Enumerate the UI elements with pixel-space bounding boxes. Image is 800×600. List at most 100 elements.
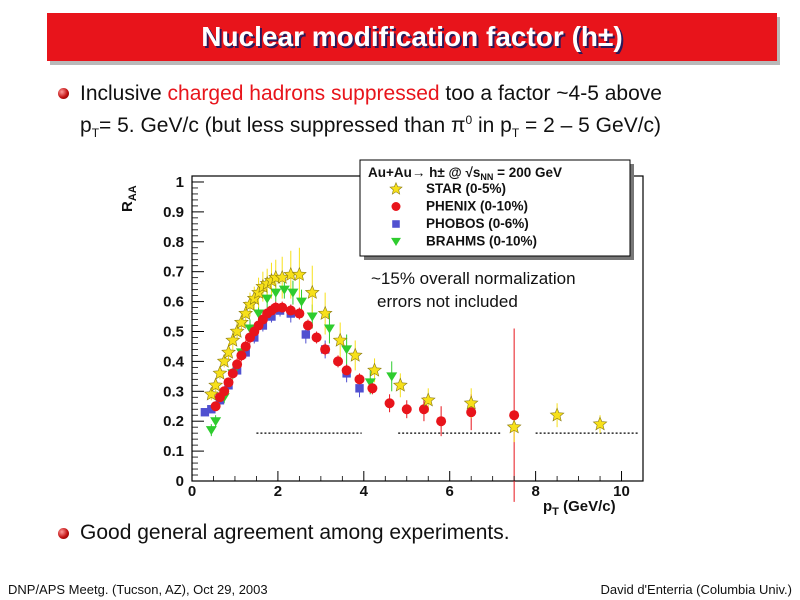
bullet-1-sub-t2: T (511, 126, 520, 141)
star-point (212, 365, 228, 380)
x-tick-label: 6 (446, 483, 454, 500)
star-point (304, 284, 320, 299)
legend-header: Au+Au→ h± @ √sNN = 200 GeV (368, 165, 562, 182)
circle-point (294, 308, 305, 319)
circle-point (509, 410, 520, 421)
circle-point (341, 365, 352, 376)
star-point (203, 386, 219, 401)
triangle-point (210, 417, 222, 427)
circle-point (223, 377, 234, 388)
bullet-1-highlight: charged hadrons suppressed (167, 82, 440, 105)
star-point (347, 347, 363, 362)
triangle-point (270, 288, 282, 298)
star-point (317, 305, 333, 320)
triangle-point (205, 426, 217, 436)
legend-circle-marker (391, 202, 401, 211)
square-point (200, 408, 210, 417)
y-tick-label: 0.6 (163, 294, 184, 311)
bullet-1-line2-d: = 2 – 5 GeV/c) (519, 114, 662, 137)
y-tick-label: 0.7 (163, 264, 184, 281)
footer-left: DNP/APS Meetg. (Tucson, AZ), Oct 29, 200… (8, 582, 268, 597)
axis-ticks: 00.10.20.30.40.50.60.70.80.910 2 4 6 8 10 (163, 174, 630, 500)
star-point (238, 305, 254, 320)
circle-point (401, 404, 412, 415)
circle-point (277, 302, 288, 313)
x-tick-label: 0 (188, 483, 196, 500)
star-point (392, 377, 408, 392)
star-point (506, 419, 522, 434)
bullet-1-line2-c: in p (472, 114, 512, 137)
circle-point (418, 404, 429, 415)
x-tick-label: 10 (613, 483, 630, 500)
square-point (207, 405, 216, 414)
y-tick-label: 0.5 (163, 323, 184, 340)
triangle-point (364, 378, 376, 388)
y-tick-label: 0 (176, 473, 184, 490)
bullet-1-line2-a: p (80, 114, 92, 137)
bullet-icon (58, 528, 69, 539)
x-tick-label: 4 (360, 483, 369, 500)
star-point (332, 332, 348, 347)
star-point (367, 362, 382, 377)
legend-star-marker (389, 181, 403, 195)
triangle-point (278, 285, 290, 295)
bullet-2-text: Good general agreement among experiments… (80, 521, 510, 544)
triangle-point (287, 288, 299, 298)
legend-square-marker (392, 220, 400, 228)
y-tick-label: 0.3 (163, 383, 184, 400)
circle-point (285, 305, 296, 316)
star-point (233, 314, 249, 329)
star-point (225, 332, 241, 347)
x-axis-label: pT (GeV/c) (543, 498, 616, 518)
triangle-point (341, 345, 353, 355)
star-point (229, 323, 245, 338)
bullet-1-sup-0: 0 (465, 113, 473, 127)
circle-point (302, 320, 313, 331)
legend-triangle-marker (391, 237, 401, 246)
y-tick-label: 1 (176, 174, 184, 191)
triangle-point (253, 309, 265, 319)
triangle-point (296, 297, 308, 307)
circle-point (219, 386, 230, 397)
bullet-1-line2-b: = 5. GeV/c (but less suppressed than π (99, 114, 466, 137)
circle-point (240, 341, 251, 352)
title-banner: Nuclear modification factor (h±) (47, 13, 777, 61)
circle-point (436, 416, 447, 427)
y-tick-label: 0.9 (163, 204, 184, 221)
bullet-1-sub-t1: T (91, 126, 100, 141)
circle-point (367, 383, 378, 394)
legend-box (359, 159, 631, 257)
circle-point (210, 401, 221, 412)
square-point (301, 330, 311, 339)
y-tick-label: 0.1 (163, 443, 184, 460)
square-point (241, 348, 250, 357)
circle-point (232, 359, 243, 370)
x-tick-label: 8 (531, 483, 539, 500)
circle-point (333, 356, 344, 367)
y-axis-label: RAA (119, 185, 139, 212)
legend-entry: PHENIX (0-10%) (426, 199, 528, 214)
circle-point (236, 350, 247, 361)
y-tick-label: 0.8 (163, 234, 184, 251)
slide-title: Nuclear modification factor (h±) (201, 21, 623, 52)
y-tick-label: 0.4 (163, 353, 185, 370)
bullet-1-pre: Inclusive (80, 82, 168, 105)
star-point (420, 392, 436, 407)
bullet-icon (58, 88, 69, 99)
annotation-line-1: ~15% overall normalization (371, 269, 576, 288)
triangle-point (323, 324, 335, 334)
circle-point (354, 374, 365, 385)
triangle-point (261, 294, 273, 304)
circle-point (384, 398, 395, 409)
annotation-line-2: errors not included (377, 292, 518, 311)
star-point (216, 353, 232, 368)
data-markers (200, 266, 608, 436)
footer-right: David d'Enterria (Columbia Univ.) (600, 582, 792, 597)
star-point (549, 407, 565, 422)
square-point (355, 384, 364, 393)
triangle-point (386, 372, 398, 382)
bullet-1-post: too a factor ~4-5 above (439, 82, 662, 105)
circle-point (320, 344, 331, 355)
